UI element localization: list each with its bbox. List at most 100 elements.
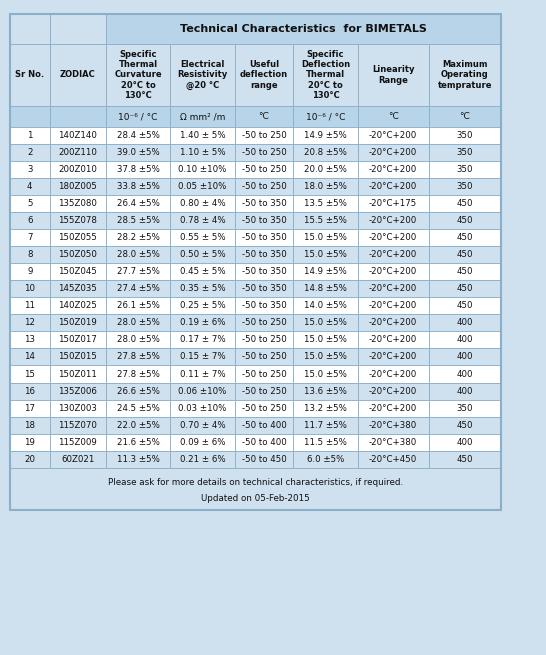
- Bar: [10, 297, 50, 314]
- Text: 15.5 ±5%: 15.5 ±5%: [304, 216, 347, 225]
- Bar: [10, 14, 501, 510]
- Text: 9: 9: [27, 267, 32, 276]
- Text: 28.4 ±5%: 28.4 ±5%: [117, 131, 159, 140]
- Text: Electrical
Resistivity
@20 °C: Electrical Resistivity @20 °C: [177, 60, 228, 90]
- Text: 0.10 ±10%: 0.10 ±10%: [179, 165, 227, 174]
- Bar: [358, 400, 429, 417]
- Text: 400: 400: [456, 369, 473, 379]
- Bar: [106, 161, 170, 178]
- Bar: [170, 44, 235, 106]
- Text: 28.0 ±5%: 28.0 ±5%: [117, 318, 159, 328]
- Text: 350: 350: [456, 182, 473, 191]
- Bar: [293, 178, 358, 195]
- Bar: [429, 331, 501, 348]
- Text: 13.2 ±5%: 13.2 ±5%: [304, 403, 347, 413]
- Text: 150Z011: 150Z011: [58, 369, 97, 379]
- Bar: [50, 14, 106, 44]
- Text: Ω mm² /m: Ω mm² /m: [180, 112, 225, 121]
- Text: -20°C+200: -20°C+200: [369, 250, 417, 259]
- Text: -50 to 400: -50 to 400: [242, 421, 286, 430]
- Text: Please ask for more details on technical characteristics, if required.: Please ask for more details on technical…: [108, 478, 403, 487]
- Bar: [358, 144, 429, 161]
- Bar: [50, 297, 106, 314]
- Text: 60Z021: 60Z021: [61, 455, 94, 464]
- Bar: [170, 212, 235, 229]
- Text: 19: 19: [25, 438, 35, 447]
- Bar: [50, 161, 106, 178]
- Bar: [429, 106, 501, 127]
- Text: 135Z080: 135Z080: [58, 199, 97, 208]
- Bar: [235, 212, 293, 229]
- Bar: [293, 195, 358, 212]
- Text: 17: 17: [24, 403, 35, 413]
- Bar: [293, 127, 358, 144]
- Bar: [358, 434, 429, 451]
- Bar: [293, 229, 358, 246]
- Text: -20°C+200: -20°C+200: [369, 233, 417, 242]
- Text: 28.5 ±5%: 28.5 ±5%: [117, 216, 159, 225]
- Text: Maximum
Operating
temprature: Maximum Operating temprature: [438, 60, 492, 90]
- Text: Technical Characteristics  for BIMETALS: Technical Characteristics for BIMETALS: [180, 24, 427, 34]
- Text: 450: 450: [456, 284, 473, 293]
- Text: 10: 10: [24, 284, 35, 293]
- Text: 150Z015: 150Z015: [58, 352, 97, 362]
- Text: 13: 13: [24, 335, 35, 345]
- Bar: [50, 195, 106, 212]
- Text: 0.05 ±10%: 0.05 ±10%: [179, 182, 227, 191]
- Bar: [358, 451, 429, 468]
- Bar: [170, 178, 235, 195]
- Text: 22.0 ±5%: 22.0 ±5%: [117, 421, 159, 430]
- Bar: [106, 400, 170, 417]
- Text: 14.9 ±5%: 14.9 ±5%: [304, 267, 347, 276]
- Bar: [293, 365, 358, 383]
- Bar: [106, 365, 170, 383]
- Bar: [358, 44, 429, 106]
- Bar: [10, 44, 50, 106]
- Text: 140Z140: 140Z140: [58, 131, 97, 140]
- Bar: [170, 229, 235, 246]
- Bar: [235, 195, 293, 212]
- Text: -50 to 350: -50 to 350: [242, 267, 286, 276]
- Text: 14.8 ±5%: 14.8 ±5%: [304, 284, 347, 293]
- Text: 14: 14: [24, 352, 35, 362]
- Bar: [293, 106, 358, 127]
- Text: 6.0 ±5%: 6.0 ±5%: [307, 455, 344, 464]
- Bar: [293, 144, 358, 161]
- Text: 11.3 ±5%: 11.3 ±5%: [117, 455, 159, 464]
- Text: -20°C+380: -20°C+380: [369, 438, 417, 447]
- Bar: [358, 246, 429, 263]
- Text: 450: 450: [456, 216, 473, 225]
- Bar: [429, 434, 501, 451]
- Bar: [235, 280, 293, 297]
- Bar: [235, 229, 293, 246]
- Text: 27.8 ±5%: 27.8 ±5%: [117, 369, 159, 379]
- Text: -20°C+200: -20°C+200: [369, 318, 417, 328]
- Bar: [50, 106, 106, 127]
- Bar: [293, 44, 358, 106]
- Text: 12: 12: [24, 318, 35, 328]
- Text: 0.78 ± 4%: 0.78 ± 4%: [180, 216, 225, 225]
- Text: -50 to 400: -50 to 400: [242, 438, 286, 447]
- Text: 450: 450: [456, 455, 473, 464]
- Text: Specific
Deflection
Thermal
20°C to
130°C: Specific Deflection Thermal 20°C to 130°…: [301, 50, 350, 100]
- Text: -50 to 350: -50 to 350: [242, 199, 286, 208]
- Text: 150Z055: 150Z055: [58, 233, 97, 242]
- Bar: [429, 314, 501, 331]
- Bar: [50, 365, 106, 383]
- Text: 400: 400: [456, 335, 473, 345]
- Text: 400: 400: [456, 318, 473, 328]
- Bar: [170, 297, 235, 314]
- Text: 27.4 ±5%: 27.4 ±5%: [117, 284, 159, 293]
- Bar: [429, 348, 501, 365]
- Text: 26.1 ±5%: 26.1 ±5%: [117, 301, 159, 310]
- Text: -50 to 250: -50 to 250: [242, 403, 286, 413]
- Bar: [170, 195, 235, 212]
- Text: -20°C+450: -20°C+450: [369, 455, 417, 464]
- Text: 15: 15: [24, 369, 35, 379]
- Bar: [106, 314, 170, 331]
- Text: Updated on 05-Feb-2015: Updated on 05-Feb-2015: [201, 494, 310, 503]
- Bar: [358, 365, 429, 383]
- Text: °C: °C: [388, 112, 399, 121]
- Bar: [170, 434, 235, 451]
- Bar: [293, 314, 358, 331]
